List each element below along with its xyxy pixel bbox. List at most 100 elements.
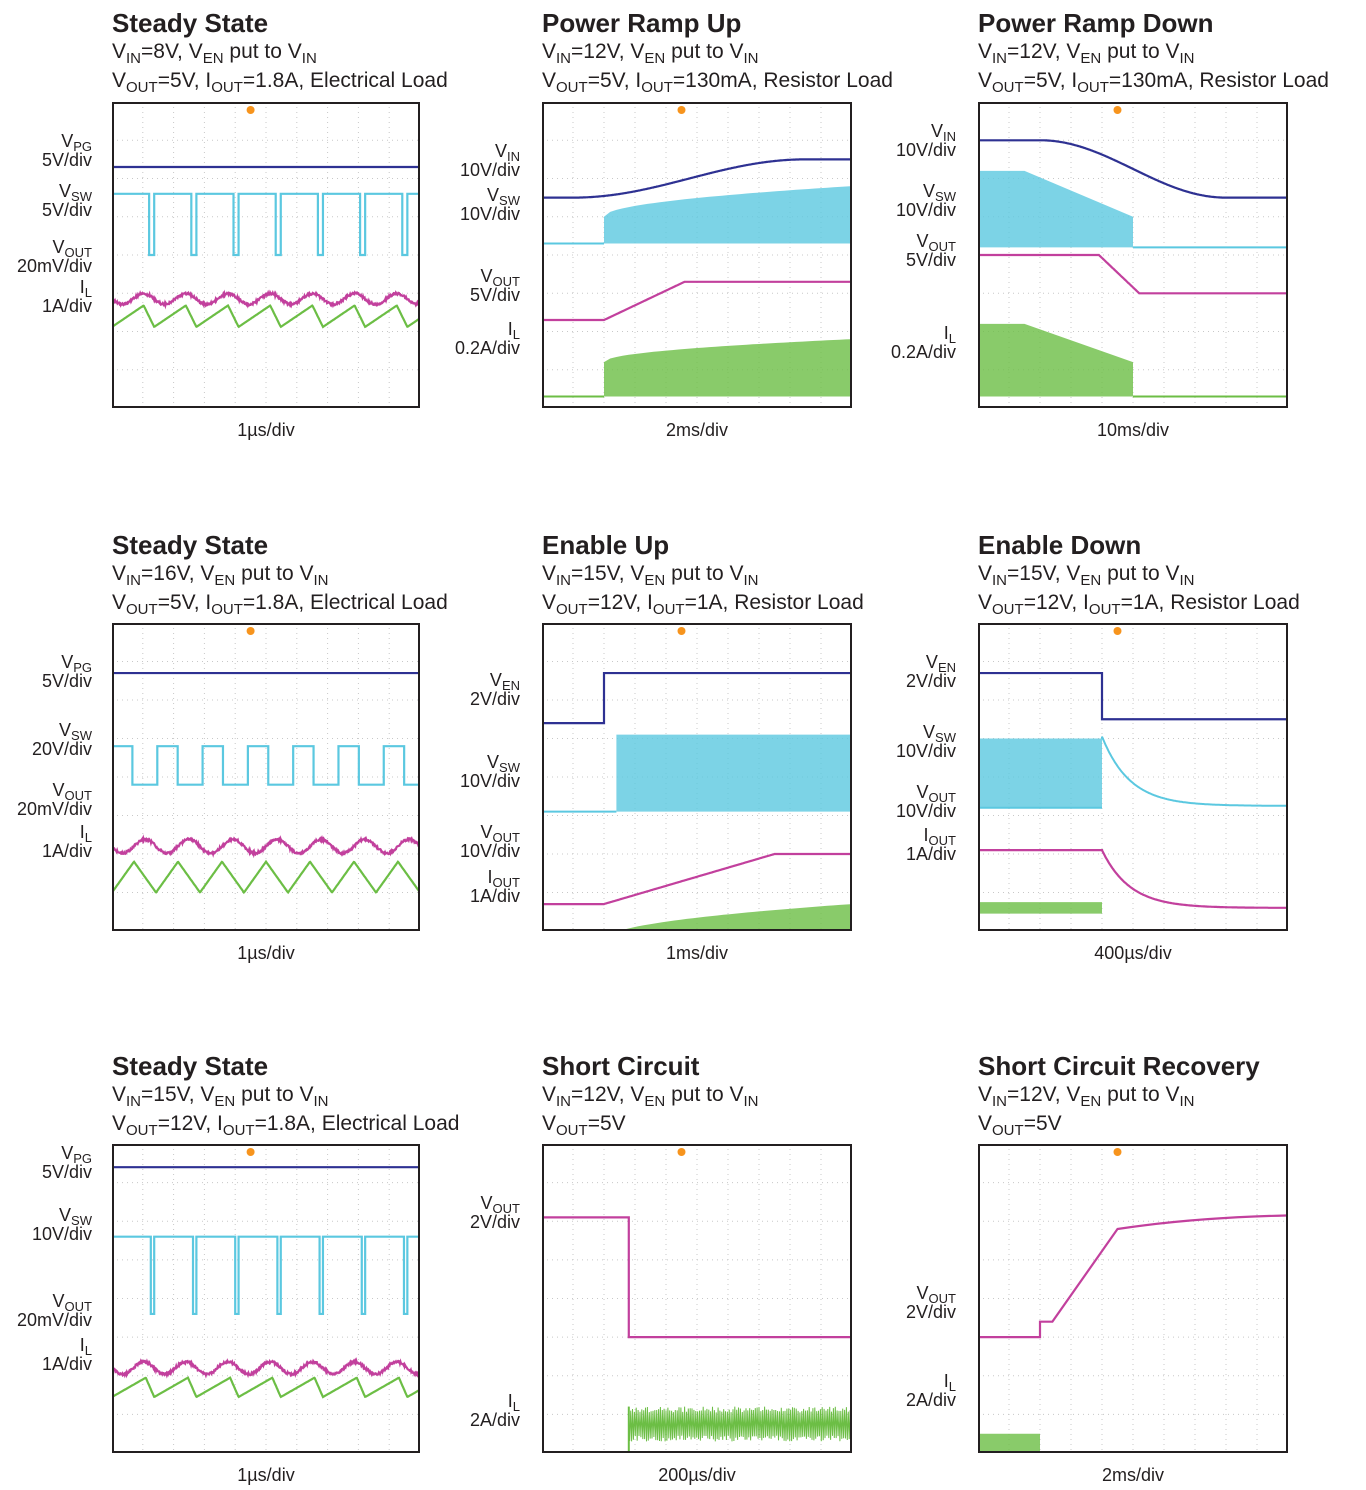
test-conditions: VIN=12V, VEN put to VIN	[542, 40, 758, 64]
channel-label: VPG 5V/div	[42, 1144, 92, 1182]
panel-title: Short Circuit Recovery	[978, 1051, 1260, 1082]
channel-label: VSW 10V/div	[460, 753, 520, 791]
trigger-marker	[678, 1148, 686, 1156]
oscilloscope-screen	[542, 1144, 852, 1453]
trace-line	[544, 854, 850, 904]
time-per-division: 10ms/div	[978, 420, 1288, 441]
test-conditions: VOUT=5V, IOUT=130mA, Resistor Load	[978, 69, 1329, 93]
test-conditions: VIN=12V, VEN put to VIN	[978, 1083, 1194, 1107]
oscilloscope-screen	[542, 102, 852, 408]
oscilloscope-screen	[978, 102, 1288, 408]
panel-title: Enable Down	[978, 530, 1141, 561]
channel-label: VOUT 2V/div	[906, 1284, 956, 1322]
channel-label: VOUT 20mV/div	[17, 1292, 92, 1330]
trace-envelope	[607, 904, 850, 929]
scope-svg	[544, 1146, 850, 1451]
panel-title: Short Circuit	[542, 1051, 699, 1082]
trigger-marker	[1114, 1148, 1122, 1156]
channel-label: VSW 10V/div	[896, 723, 956, 761]
channel-label: VPG 5V/div	[42, 653, 92, 691]
channel-label: IL 0.2A/div	[891, 324, 956, 362]
oscilloscope-screen	[112, 1144, 420, 1453]
trace-envelope	[980, 739, 1102, 808]
channel-label: IOUT 1A/div	[470, 868, 520, 906]
panel-title: Power Ramp Down	[978, 8, 1213, 39]
channel-label: VOUT 20mV/div	[17, 238, 92, 276]
test-conditions: VIN=15V, VEN put to VIN	[542, 562, 758, 586]
panel-title: Steady State	[112, 530, 268, 561]
scope-svg	[114, 104, 418, 406]
panel-title: Enable Up	[542, 530, 669, 561]
trace-envelope	[980, 902, 1102, 914]
test-conditions: VOUT=5V, IOUT=1.8A, Electrical Load	[112, 591, 448, 615]
panel-title: Steady State	[112, 8, 268, 39]
test-conditions: VOUT=5V	[978, 1112, 1062, 1136]
channel-label: VSW 10V/div	[32, 1206, 92, 1244]
test-conditions: VIN=8V, VEN put to VIN	[112, 40, 317, 64]
trigger-marker	[1114, 106, 1122, 114]
scope-svg	[544, 104, 850, 406]
scope-svg	[544, 625, 850, 929]
channel-label: VOUT 10V/div	[896, 783, 956, 821]
trace-line	[980, 673, 1286, 719]
channel-label: VOUT 20mV/div	[17, 781, 92, 819]
test-conditions: VOUT=12V, IOUT=1A, Resistor Load	[978, 591, 1300, 615]
oscilloscope-screen	[112, 623, 420, 931]
trace-envelope	[980, 171, 1133, 248]
trace-line	[114, 838, 418, 854]
trace-line	[114, 293, 418, 306]
oscilloscope-screen	[978, 1144, 1288, 1453]
trace-line	[544, 1407, 629, 1451]
time-per-division: 1µs/div	[112, 420, 420, 441]
channel-label: IL 0.2A/div	[455, 320, 520, 358]
trigger-marker	[247, 106, 255, 114]
channel-label: VOUT 10V/div	[460, 823, 520, 861]
test-conditions: VIN=12V, VEN put to VIN	[542, 1083, 758, 1107]
test-conditions: VIN=12V, VEN put to VIN	[978, 40, 1194, 64]
trace-line	[980, 255, 1286, 293]
channel-label: IL 2A/div	[906, 1372, 956, 1410]
trace-line	[114, 306, 418, 327]
test-conditions: VOUT=12V, IOUT=1A, Resistor Load	[542, 591, 864, 615]
trigger-marker	[678, 627, 686, 635]
scope-svg	[114, 1146, 418, 1451]
trace-line	[114, 1237, 418, 1314]
trigger-marker	[247, 1148, 255, 1156]
channel-label: VIN 10V/div	[460, 142, 520, 180]
test-conditions: VIN=15V, VEN put to VIN	[112, 1083, 328, 1107]
test-conditions: VIN=15V, VEN put to VIN	[978, 562, 1194, 586]
test-conditions: VOUT=5V, IOUT=1.8A, Electrical Load	[112, 69, 448, 93]
test-conditions: VOUT=12V, IOUT=1.8A, Electrical Load	[112, 1112, 459, 1136]
channel-label: VSW 20V/div	[32, 721, 92, 759]
channel-label: VPG 5V/div	[42, 132, 92, 170]
trace-envelope	[604, 186, 850, 243]
scope-svg	[980, 1146, 1286, 1451]
channel-label: VEN 2V/div	[906, 653, 956, 691]
time-per-division: 400µs/div	[978, 943, 1288, 964]
panel-title: Power Ramp Up	[542, 8, 741, 39]
oscilloscope-screen	[112, 102, 420, 408]
trace-envelope	[616, 735, 850, 812]
channel-label: VOUT 2V/div	[470, 1194, 520, 1232]
time-per-division: 200µs/div	[542, 1465, 852, 1486]
trace-line	[980, 1215, 1286, 1337]
test-conditions: VOUT=5V	[542, 1112, 626, 1136]
channel-label: IL 2A/div	[470, 1392, 520, 1430]
channel-label: VEN 2V/div	[470, 671, 520, 709]
channel-label: VOUT 5V/div	[470, 267, 520, 305]
trigger-marker	[247, 627, 255, 635]
trace-envelope	[980, 324, 1133, 397]
oscilloscope-screen	[978, 623, 1288, 931]
trace-line	[114, 862, 418, 893]
trigger-marker	[678, 106, 686, 114]
channel-label: VOUT 5V/div	[906, 232, 956, 270]
channel-label: IL 1A/div	[42, 278, 92, 316]
test-conditions: VIN=16V, VEN put to VIN	[112, 562, 328, 586]
trace-line	[629, 1407, 850, 1442]
channel-label: VSW 5V/div	[42, 182, 92, 220]
time-per-division: 1µs/div	[112, 1465, 420, 1486]
channel-label: IL 1A/div	[42, 1336, 92, 1374]
trace-line	[1102, 737, 1286, 806]
oscilloscope-screen	[542, 623, 852, 931]
trace-line	[114, 1361, 418, 1376]
